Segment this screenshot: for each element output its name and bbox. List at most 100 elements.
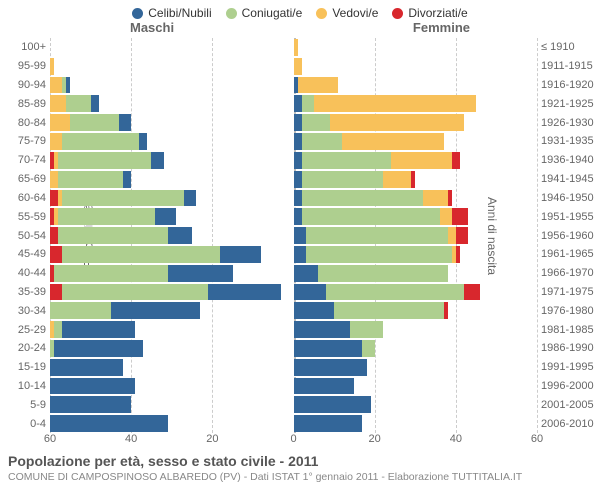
x-tick-label: 60 — [44, 433, 56, 445]
segment-ved — [423, 190, 447, 207]
segment-con — [350, 321, 382, 338]
pyramid-row: 35-391971-1975 — [50, 283, 537, 302]
age-group-label: 25-29 — [0, 324, 50, 336]
age-group-label: 65-69 — [0, 173, 50, 185]
birth-year-label: 1961-1965 — [537, 248, 600, 260]
segment-cel — [294, 95, 302, 112]
segment-cel — [111, 302, 200, 319]
birth-year-label: 1981-1985 — [537, 324, 600, 336]
segment-cel — [294, 152, 302, 169]
legend: Celibi/NubiliConiugati/eVedovi/eDivorzia… — [0, 0, 600, 20]
male-bar — [50, 77, 294, 94]
male-bar — [50, 227, 294, 244]
age-group-label: 60-64 — [0, 192, 50, 204]
birth-year-label: ≤ 1910 — [537, 41, 600, 53]
segment-con — [302, 152, 391, 169]
birth-year-label: 1921-1925 — [537, 98, 600, 110]
segment-con — [362, 340, 374, 357]
segment-div — [50, 227, 58, 244]
segment-cel — [294, 171, 302, 188]
segment-cel — [168, 227, 192, 244]
x-tick-label: 40 — [125, 433, 137, 445]
segment-cel — [151, 152, 163, 169]
segment-cel — [294, 321, 351, 338]
segment-ved — [314, 95, 476, 112]
pyramid-row: 80-841926-1930 — [50, 113, 537, 132]
segment-div — [50, 284, 62, 301]
female-bar — [294, 265, 538, 282]
chart-title: Popolazione per età, sesso e stato civil… — [8, 453, 592, 469]
gender-headings: Maschi Femmine — [0, 20, 600, 38]
bars — [50, 77, 537, 94]
birth-year-label: 1966-1970 — [537, 267, 600, 279]
segment-div — [50, 246, 62, 263]
birth-year-label: 1971-1975 — [537, 286, 600, 298]
male-bar — [50, 396, 294, 413]
age-group-label: 75-79 — [0, 135, 50, 147]
segment-cel — [119, 114, 131, 131]
chart-subtitle: COMUNE DI CAMPOSPINOSO ALBAREDO (PV) - D… — [8, 471, 592, 483]
bars — [50, 114, 537, 131]
birth-year-label: 1926-1930 — [537, 117, 600, 129]
segment-con — [334, 302, 444, 319]
plot-area: Fasce di età Anni di nascita 100+≤ 19109… — [50, 38, 537, 433]
age-group-label: 50-54 — [0, 230, 50, 242]
pyramid-row: 95-991911-1915 — [50, 57, 537, 76]
male-bar — [50, 302, 294, 319]
x-tick-label: 60 — [531, 433, 543, 445]
age-group-label: 70-74 — [0, 154, 50, 166]
female-bar — [294, 284, 538, 301]
segment-ved — [391, 152, 452, 169]
pyramid-row: 25-291981-1985 — [50, 320, 537, 339]
segment-cel — [294, 265, 318, 282]
birth-year-label: 1931-1935 — [537, 135, 600, 147]
segment-cel — [294, 190, 302, 207]
birth-year-label: 1951-1955 — [537, 211, 600, 223]
male-bar — [50, 190, 294, 207]
segment-div — [456, 246, 460, 263]
segment-div — [411, 171, 415, 188]
segment-div — [456, 227, 468, 244]
segment-cel — [123, 171, 131, 188]
segment-con — [62, 190, 184, 207]
legend-item: Vedovi/e — [316, 6, 378, 20]
segment-con — [302, 190, 424, 207]
female-bar — [294, 190, 538, 207]
segment-div — [448, 190, 452, 207]
legend-label: Celibi/Nubili — [148, 6, 211, 20]
segment-ved — [50, 133, 62, 150]
birth-year-label: 2001-2005 — [537, 399, 600, 411]
segment-cel — [50, 359, 123, 376]
segment-con — [306, 227, 448, 244]
segment-div — [464, 284, 480, 301]
segment-con — [318, 265, 448, 282]
male-bar — [50, 284, 294, 301]
segment-cel — [294, 340, 363, 357]
male-bar — [50, 133, 294, 150]
age-group-label: 0-4 — [0, 418, 50, 430]
segment-con — [58, 208, 155, 225]
age-group-label: 20-24 — [0, 342, 50, 354]
birth-year-label: 2006-2010 — [537, 418, 600, 430]
x-tick-label: 20 — [369, 433, 381, 445]
segment-con — [302, 208, 440, 225]
segment-cel — [220, 246, 261, 263]
female-bar — [294, 95, 538, 112]
pyramid-row: 5-92001-2005 — [50, 395, 537, 414]
male-bar — [50, 114, 294, 131]
female-heading: Femmine — [413, 20, 470, 35]
segment-con — [302, 133, 343, 150]
male-bar — [50, 378, 294, 395]
pyramid-row: 90-941916-1920 — [50, 76, 537, 95]
segment-ved — [50, 171, 58, 188]
male-bar — [50, 58, 294, 75]
segment-ved — [330, 114, 464, 131]
segment-ved — [50, 58, 54, 75]
pyramid-row: 75-791931-1935 — [50, 132, 537, 151]
segment-cel — [155, 208, 175, 225]
age-group-label: 90-94 — [0, 79, 50, 91]
age-group-label: 95-99 — [0, 60, 50, 72]
pyramid-row: 45-491961-1965 — [50, 245, 537, 264]
segment-div — [452, 152, 460, 169]
segment-cel — [294, 246, 306, 263]
